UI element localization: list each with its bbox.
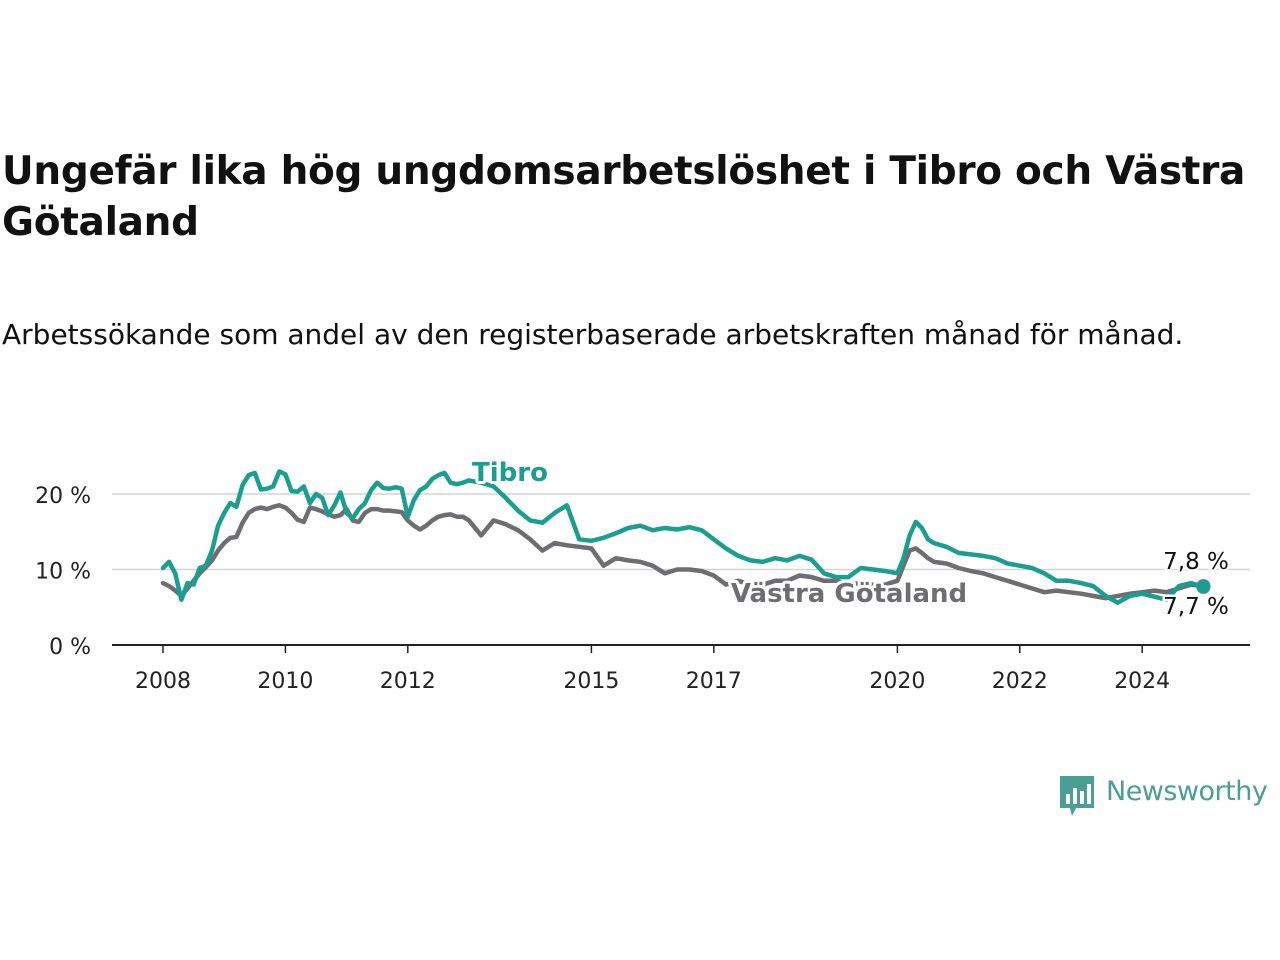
x-tick-label: 2010 bbox=[257, 669, 313, 694]
series-line-vastra-gotaland bbox=[160, 503, 1206, 601]
series-label-vastra-gotaland: Västra Götaland bbox=[731, 579, 967, 609]
series-end-dot-tibro bbox=[1196, 579, 1211, 594]
newsworthy-logo[interactable]: Newsworthy bbox=[1058, 774, 1278, 818]
line-chart: 0 % 10 % 20 % 2008 2010 2012 2015 2017 2020 2022… bbox=[35, 455, 1250, 694]
end-value-vastra-gotaland: 7,8 % bbox=[1163, 549, 1229, 575]
y-tick-label: 0 % bbox=[49, 635, 91, 660]
end-value-tibro: 7,7 % bbox=[1163, 594, 1229, 620]
chart-title: Ungefär lika hög ungdomsarbetslöshet i T… bbox=[2, 149, 1246, 245]
series-lines bbox=[160, 469, 1211, 605]
x-tick-label: 2008 bbox=[135, 669, 191, 694]
x-axis: 2008 2010 2012 2015 2017 2020 2022 2024 bbox=[112, 644, 1250, 694]
y-axis-ticks: 0 % 10 % 20 % bbox=[35, 484, 91, 660]
x-tick-label: 2012 bbox=[380, 669, 436, 694]
y-tick-label: 10 % bbox=[35, 560, 91, 585]
x-tick-label: 2017 bbox=[686, 669, 742, 694]
newsworthy-logo-icon bbox=[1060, 776, 1094, 816]
series-line-tibro bbox=[160, 469, 1206, 605]
y-tick-label: 20 % bbox=[35, 484, 91, 509]
series-label-tibro: Tibro bbox=[472, 458, 548, 488]
x-tick-label: 2015 bbox=[563, 669, 619, 694]
x-tick-label: 2022 bbox=[992, 669, 1048, 694]
brand-name: Newsworthy bbox=[1106, 776, 1268, 807]
x-tick-label: 2020 bbox=[869, 669, 925, 694]
x-tick-label: 2024 bbox=[1114, 669, 1170, 694]
series-labels: Tibro Västra Götaland 7,8 % 7,7 % bbox=[469, 455, 1231, 623]
chart-subtitle: Arbetssökande som andel av den registerb… bbox=[2, 318, 1184, 351]
